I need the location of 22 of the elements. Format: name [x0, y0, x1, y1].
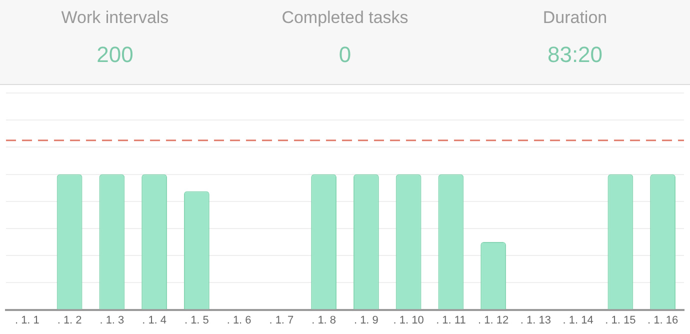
x-tick-label: . 1. 12 — [478, 314, 509, 326]
x-tick-label: . 1. 2 — [57, 314, 82, 326]
x-tick-label: . 1. 5 — [184, 314, 209, 326]
x-tick-label: . 1. 3 — [100, 314, 124, 326]
x-tick-label: . 1. 13 — [520, 314, 551, 326]
x-tick-label: . 1. 7 — [269, 314, 294, 326]
text: Work intervals — [60, 8, 170, 28]
x-tick-label: . 1. 15 — [605, 314, 636, 326]
text: 0 — [338, 42, 352, 68]
text: 200 — [96, 42, 134, 68]
x-tick-label: . 1. 8 — [312, 314, 336, 326]
x-tick-label: . 1. 11 — [436, 314, 466, 326]
x-tick-label: . 1. 10 — [393, 314, 424, 326]
x-tick-label: . 1. 4 — [142, 314, 167, 326]
x-tick-label: . 1. 9 — [354, 314, 378, 326]
text: Completed tasks — [280, 8, 410, 28]
x-tick-label: . 1. 6 — [226, 314, 252, 326]
x-tick-label: . 1. 14 — [562, 314, 594, 326]
text: 83:20 — [546, 42, 604, 68]
x-tick-label: . 1. 1 — [14, 314, 40, 326]
text: Duration — [542, 8, 608, 28]
x-tick-label: . 1. 16 — [648, 314, 678, 326]
